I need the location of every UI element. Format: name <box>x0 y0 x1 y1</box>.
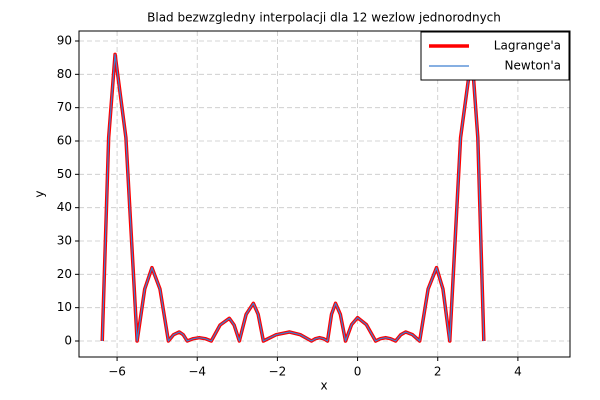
x-tick-label: 0 <box>354 365 362 379</box>
y-tick-label: 30 <box>57 234 72 248</box>
x-axis-label: x <box>320 379 327 393</box>
y-tick-label: 70 <box>57 100 72 114</box>
y-tick-label: 60 <box>57 134 72 148</box>
x-tick-label: −4 <box>188 365 206 379</box>
y-tick-label: 10 <box>57 300 72 314</box>
x-tick-label: 4 <box>514 365 522 379</box>
x-tick-label: −6 <box>108 365 126 379</box>
y-tick-label: 80 <box>57 67 72 81</box>
legend-box <box>420 31 570 81</box>
legend-label: Lagrange'a <box>494 39 561 53</box>
y-tick-label: 50 <box>57 167 72 181</box>
y-tick-label: 90 <box>57 34 72 48</box>
x-tick-label: 2 <box>434 365 442 379</box>
x-tick-label: −2 <box>269 365 287 379</box>
y-axis-label: y <box>33 190 47 197</box>
legend: Lagrange'a Newton'a <box>420 31 570 81</box>
legend-label: Newton'a <box>505 59 561 73</box>
axes-frame <box>78 30 571 358</box>
line-series <box>101 53 485 342</box>
y-tick-label: 40 <box>57 200 72 214</box>
y-tick-label: 0 <box>64 334 72 348</box>
y-tick-label: 20 <box>57 267 72 281</box>
chart-title: Blad bezwzgledny interpolacji dla 12 wez… <box>147 11 501 25</box>
